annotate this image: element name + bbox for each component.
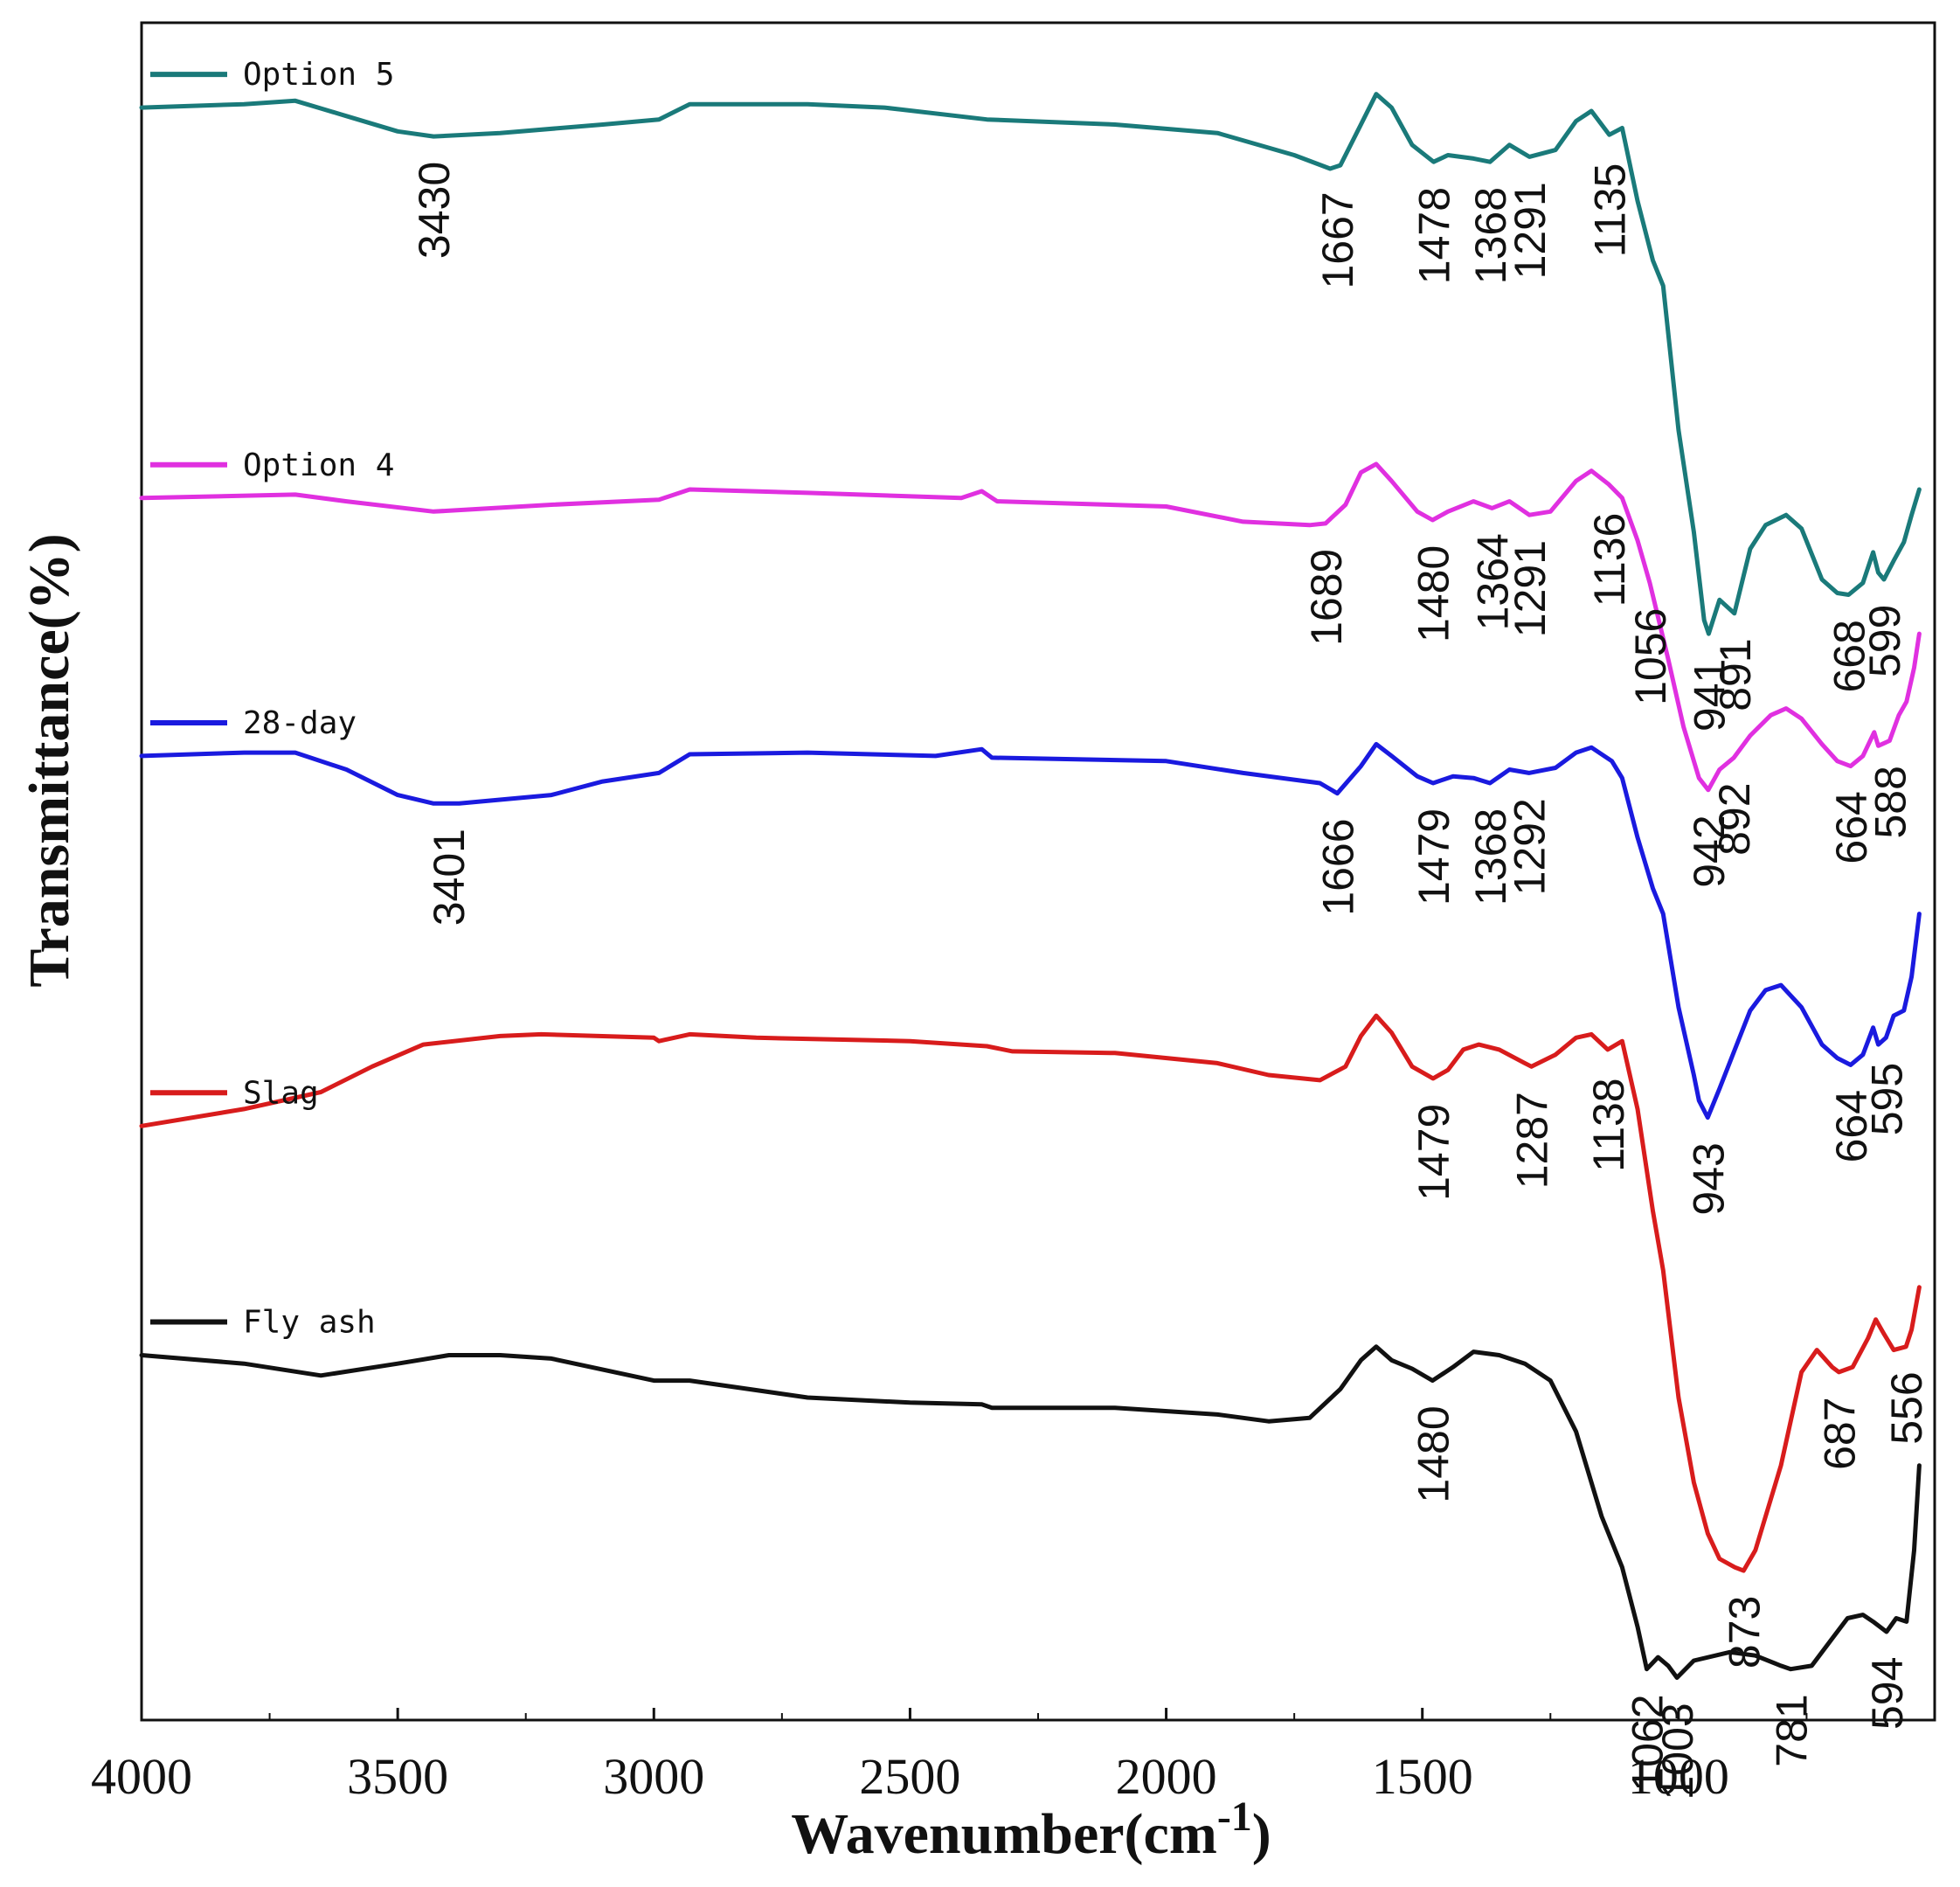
peak-label: 3430 [410,162,459,259]
x-tick-label: 1500 [1372,1748,1473,1805]
x-axis-title-suffix: ) [1252,1802,1271,1866]
series-line-28-day [139,741,1922,1120]
legend-label: 28-day [243,705,357,741]
peak-label: 1291 [1506,540,1555,637]
peak-label: 1479 [1409,808,1458,905]
peak-label: 687 [1815,1397,1864,1469]
legend-label: Fly ash [243,1304,376,1340]
peak-label: 664 [1827,1090,1876,1162]
peak-label: 668 [1825,620,1874,692]
legend: Option 5 Option 4 28-day Slag Fly ash [150,57,394,1340]
peak-label: 594 [1863,1657,1912,1730]
peak-label: 1292 [1506,798,1555,895]
peak-label: 588 [1866,766,1915,838]
series-layer [139,92,1922,1680]
plot-border [140,21,1936,1722]
peak-label: 1291 [1506,182,1555,279]
peak-label: 599 [1860,605,1909,677]
legend-label: Option 4 [243,447,394,483]
peak-label: 873 [1720,1596,1769,1668]
peak-label: 595 [1862,1063,1911,1135]
series-line-slag [139,1013,1922,1573]
peak-label: 1666 [1313,818,1362,915]
peak-label: 1062 [1624,1694,1673,1791]
peak-label: 941 [1685,659,1734,732]
legend-label: Slag [243,1075,319,1111]
x-tick-label: 3500 [347,1748,448,1805]
peak-label: 1368 [1466,187,1515,284]
peak-label: 556 [1882,1371,1931,1444]
peak-label: 943 [1684,1142,1733,1215]
peak-label: 1689 [1302,549,1351,646]
series-line-option-4 [139,461,1922,793]
x-axis-title-main: Wavenumber(cm [791,1802,1217,1866]
legend-label: Option 5 [243,57,394,93]
x-tick-label: 4000 [91,1748,192,1805]
peak-label: 1056 [1626,608,1675,705]
peak-label: 1667 [1313,191,1362,288]
peak-label: 664 [1827,791,1876,864]
x-tick-label: 3000 [603,1748,704,1805]
peak-label: 1368 [1466,808,1515,905]
peak-label: 1135 [1586,163,1635,258]
x-axis-title-superscript: -1 [1217,1793,1252,1840]
x-axis-title: Wavenumber(cm-1) [791,1793,1271,1866]
peak-label: 1479 [1409,1104,1458,1201]
peak-label: 892 [1710,782,1759,855]
series-line-fly-ash [139,1344,1922,1680]
x-tick-label: 2500 [859,1748,960,1805]
x-tick-label: 1000 [1628,1748,1729,1805]
y-axis-title: Transmittance(%) [17,533,81,987]
peak-label: 3401 [425,829,474,926]
peak-label: 1480 [1409,1405,1458,1502]
peak-label: 942 [1685,815,1734,887]
peak-label: 1287 [1508,1092,1557,1189]
x-axis: 4000 3500 3000 2500 2000 1500 1000 [91,1708,1808,1805]
peak-label: 1138 [1584,1078,1633,1172]
peak-label: 1480 [1409,545,1458,642]
peak-label: 891 [1711,638,1760,711]
plot-frame [140,21,1936,1722]
peak-label: 781 [1767,1694,1816,1766]
series-line-option-5 [139,92,1922,636]
peak-label: 1478 [1410,187,1459,284]
peak-label: 1136 [1585,513,1634,607]
peak-label: 1364 [1468,533,1517,630]
x-tick-label: 2000 [1116,1748,1217,1805]
